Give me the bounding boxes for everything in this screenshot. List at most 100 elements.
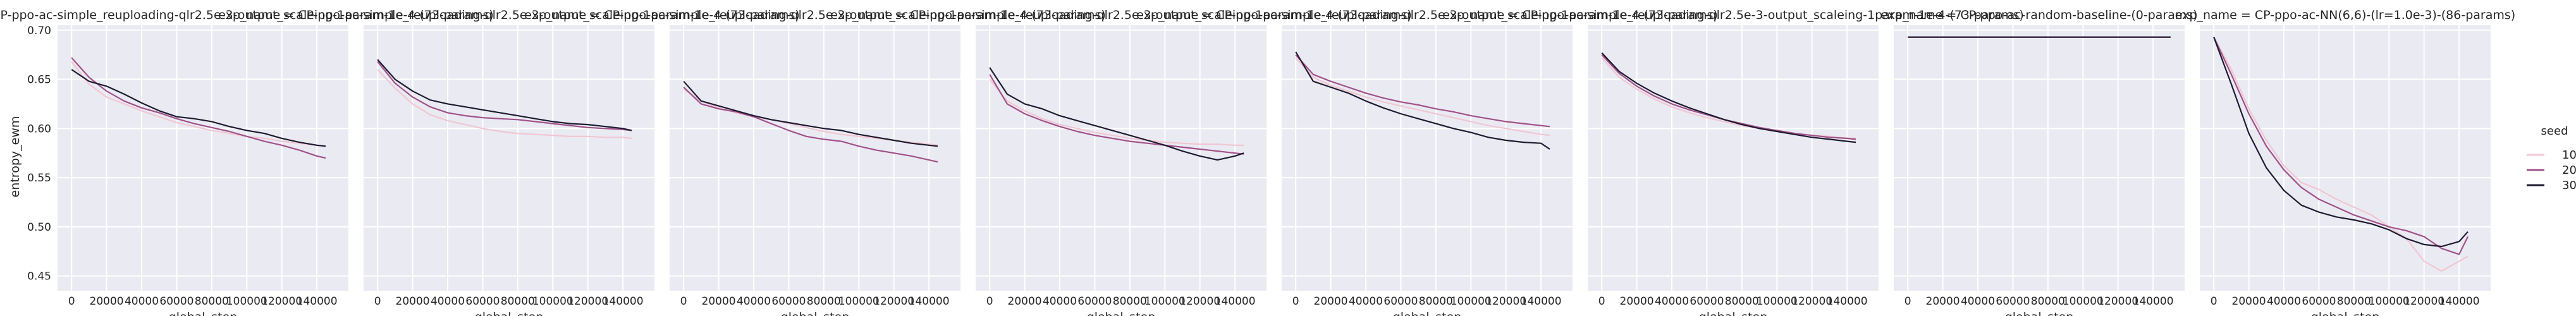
x-axis-label: global_step: [2005, 310, 2074, 316]
facet-panel-4: 020000400006000080000100000120000140000g…: [830, 8, 1412, 316]
series-line-seed-20: [2213, 37, 2469, 255]
x-tick-label: 0: [374, 295, 381, 308]
x-tick-label: 120000: [2403, 295, 2444, 308]
plot-area: [976, 25, 1267, 291]
x-tick-label: 40000: [1655, 295, 1689, 308]
series-line-seed-30: [1601, 52, 1856, 143]
x-tick-label: 20000: [90, 295, 124, 308]
x-tick-label: 140000: [1521, 295, 1562, 308]
series-line-seed-10: [71, 61, 326, 147]
x-tick-label: 40000: [431, 295, 465, 308]
x-tick-label: 140000: [2133, 295, 2174, 308]
series-line-seed-20: [683, 87, 938, 163]
x-tick-label: 100000: [1451, 295, 1492, 308]
panel-title: exp_name = CP-ppo-ac-simple_reuploading-…: [0, 8, 494, 22]
x-tick-label: 120000: [1485, 295, 1526, 308]
facet-panel-1: 0 20000 40000 60000 800001000001200001400000…: [0, 8, 494, 316]
x-tick-label: 40000: [125, 295, 159, 308]
x-tick-label: 20000: [1008, 295, 1042, 308]
plot-area: [670, 25, 960, 291]
series-line-seed-10: [2213, 37, 2469, 272]
x-tick-label: 40000: [1961, 295, 1995, 308]
x-tick-label: 80000: [501, 295, 535, 308]
legend-label-seed-20: 20: [2562, 164, 2576, 177]
x-tick-label: 0: [680, 295, 687, 308]
x-tick-label: 0: [986, 295, 993, 308]
x-tick-label: 60000: [1690, 295, 1724, 308]
series-line-seed-30: [71, 69, 326, 147]
facet-panel-3: 020000400006000080000100000120000140000g…: [524, 8, 1106, 316]
facet-panel-2: 020000400006000080000100000120000140000g…: [218, 8, 800, 316]
x-tick-label: 100000: [2063, 295, 2104, 308]
panel-title: exp_name = CP-ppo-ac-simple_reuploading-…: [1442, 8, 2024, 22]
x-tick-label: 80000: [1113, 295, 1147, 308]
x-tick-label: 60000: [1383, 295, 1418, 308]
facet-panels: 0 20000 40000 60000 800001000001200001400000…: [0, 8, 2515, 316]
x-tick-label: 120000: [2097, 295, 2138, 308]
x-tick-label: 60000: [2302, 295, 2336, 308]
x-tick-label: 140000: [1827, 295, 1868, 308]
legend-label-seed-10: 10: [2562, 149, 2576, 162]
x-tick-label: 20000: [396, 295, 430, 308]
x-tick-label: 80000: [1725, 295, 1759, 308]
x-tick-label: 140000: [297, 295, 338, 308]
series-line-seed-30: [377, 59, 632, 131]
x-tick-label: 120000: [1179, 295, 1220, 308]
series-line-seed-20: [377, 61, 632, 131]
x-tick-label: 140000: [909, 295, 950, 308]
x-axis-label: global_step: [1087, 310, 1156, 316]
x-tick-label: 0: [1292, 295, 1299, 308]
series-line-seed-20: [989, 74, 1244, 155]
plot-area: [1282, 25, 1573, 291]
x-axis-label: global_step: [475, 310, 544, 316]
x-tick-label: 120000: [873, 295, 914, 308]
plot-area: [364, 25, 654, 291]
x-tick-label: 20000: [1926, 295, 1960, 308]
panel-title: exp_name = CP-ppo-ac-simple_reuploading-…: [524, 8, 1106, 22]
x-tick-label: 0: [1904, 295, 1911, 308]
plot-area: [58, 25, 348, 291]
x-tick-label: 120000: [1791, 295, 1832, 308]
x-tick-label: 100000: [1757, 295, 1798, 308]
series-line-seed-20: [71, 57, 326, 159]
x-tick-label: 80000: [2337, 295, 2371, 308]
x-tick-label: 0: [68, 295, 75, 308]
facet-panel-6: 020000400006000080000100000120000140000g…: [1442, 8, 2024, 316]
y-axis-label: entropy_ewm: [8, 116, 22, 198]
legend-title: seed: [2541, 125, 2568, 138]
x-tick-label: 20000: [702, 295, 736, 308]
legend: seed 10 20 30: [2527, 125, 2576, 192]
x-tick-label: 80000: [2031, 295, 2065, 308]
series-line-seed-30: [1295, 51, 1550, 150]
x-tick-label: 60000: [465, 295, 500, 308]
y-tick-label: 0.65: [27, 74, 51, 87]
plot-area: [1588, 25, 1879, 291]
facet-panel-5: 020000400006000080000100000120000140000g…: [1136, 8, 1718, 316]
x-tick-label: 100000: [226, 295, 267, 308]
x-tick-label: 140000: [2439, 295, 2480, 308]
panel-title: exp_name = CP-ppo-ac-simple_reuploading-…: [830, 8, 1412, 22]
x-axis-label: global_step: [1393, 310, 1462, 316]
x-tick-label: 20000: [1314, 295, 1348, 308]
series-line-seed-10: [989, 78, 1244, 146]
x-tick-label: 80000: [1419, 295, 1453, 308]
x-tick-label: 120000: [567, 295, 608, 308]
x-tick-label: 140000: [603, 295, 644, 308]
x-tick-label: 140000: [1215, 295, 1256, 308]
panel-title: exp_name = CP-ppo-ac-random-baseline-(0-…: [1880, 8, 2197, 22]
x-tick-label: 80000: [807, 295, 841, 308]
panel-title: exp_name = CP-ppo-ac-simple_reuploading-…: [1136, 8, 1718, 22]
series-line-seed-10: [1295, 57, 1550, 137]
x-tick-label: 60000: [1996, 295, 2030, 308]
panel-title: exp_name = CP-ppo-ac-simple_reuploading-…: [218, 8, 800, 22]
legend-label-seed-30: 30: [2562, 179, 2576, 192]
x-tick-label: 100000: [2369, 295, 2410, 308]
x-tick-label: 0: [2211, 295, 2217, 308]
x-tick-label: 60000: [159, 295, 193, 308]
x-tick-label: 100000: [532, 295, 573, 308]
panel-title: exp_name = CP-ppo-ac-NN(6,6)-(lr=1.0e-3)…: [2175, 8, 2515, 22]
series-line-seed-10: [377, 69, 632, 139]
x-tick-label: 20000: [1620, 295, 1654, 308]
x-tick-label: 40000: [2267, 295, 2301, 308]
